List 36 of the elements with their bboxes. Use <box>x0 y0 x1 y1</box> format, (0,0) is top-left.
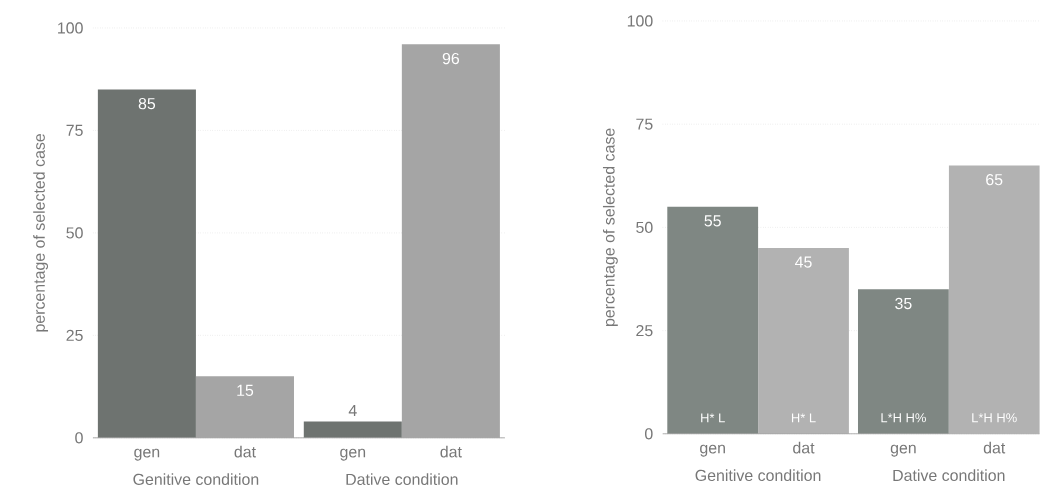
annotation: L*H H% <box>881 413 926 423</box>
annotation: H* L <box>701 413 725 423</box>
x-tick-label: gen <box>700 444 725 457</box>
data-label: 35 <box>895 297 912 310</box>
data-label: 96 <box>442 52 460 65</box>
text: Genitive condition <box>695 469 821 482</box>
x-tick-label: dat <box>440 445 462 458</box>
y-tick-label: 0 <box>75 432 83 444</box>
data-label: 85 <box>138 98 156 110</box>
text: Dative condition <box>346 473 458 486</box>
x-tick-label: dat <box>793 441 815 454</box>
text: Genitive condition <box>133 473 259 486</box>
x-tick-label: gen <box>134 448 160 461</box>
data-label: 55 <box>704 215 721 227</box>
data-label: 45 <box>795 256 812 268</box>
y-tick-label: 75 <box>636 118 653 130</box>
y-tick-label: 50 <box>66 227 83 239</box>
y-axis-title: percentage of selected case <box>602 128 618 327</box>
y-axis-title: percentage of selected case <box>33 134 49 332</box>
data-label: 4 <box>348 405 357 416</box>
annotation: L*H H% <box>972 413 1017 423</box>
x-tick-label: gen <box>340 448 366 461</box>
x-tick-label: dat <box>234 445 256 458</box>
y-tick-label: 100 <box>627 15 653 27</box>
data-label: 65 <box>986 174 1003 186</box>
y-tick-label: 100 <box>58 22 83 34</box>
y-tick-label: 25 <box>636 325 653 337</box>
y-tick-label: 25 <box>66 329 83 342</box>
y-tick-label: 0 <box>645 428 653 440</box>
y-tick-label: 50 <box>636 221 653 234</box>
annotation: H* L <box>791 413 816 423</box>
y-tick-label: 75 <box>66 124 83 137</box>
x-tick-label: dat <box>983 441 1006 454</box>
data-label: 15 <box>237 384 254 397</box>
x-tick-label: gen <box>890 444 916 457</box>
text: Dative condition <box>893 469 1005 482</box>
